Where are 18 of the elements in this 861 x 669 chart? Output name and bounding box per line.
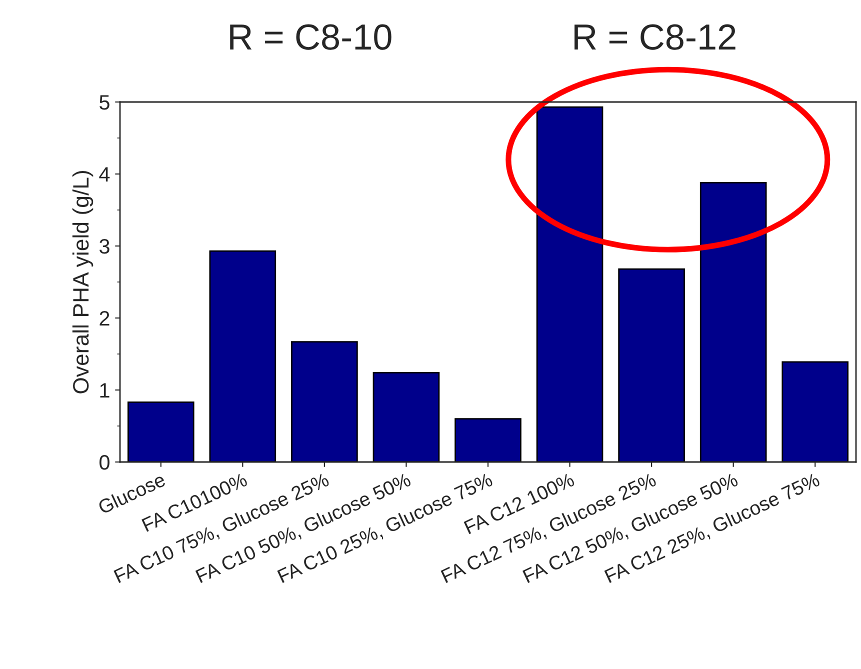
y-tick-label: 3 — [99, 239, 110, 254]
text: R = C8-10 — [230, 24, 392, 50]
y-tick-label: 0 — [100, 455, 110, 470]
text: R = C8-12 — [574, 24, 736, 50]
y-tick-label: 5 — [100, 95, 110, 110]
y-tick-label: 4 — [99, 167, 110, 182]
bar — [700, 182, 767, 462]
y-tick-label: 1 — [100, 383, 110, 398]
bar — [291, 341, 358, 462]
bar — [127, 402, 194, 462]
bar — [454, 418, 522, 462]
bar — [782, 361, 849, 462]
y-axis-title: Overall PHA yield (g/L) — [72, 170, 94, 394]
bar — [618, 268, 685, 462]
y-tick-label: 2 — [100, 311, 110, 326]
bar — [536, 106, 604, 462]
bar — [372, 372, 440, 462]
bar — [209, 250, 276, 462]
